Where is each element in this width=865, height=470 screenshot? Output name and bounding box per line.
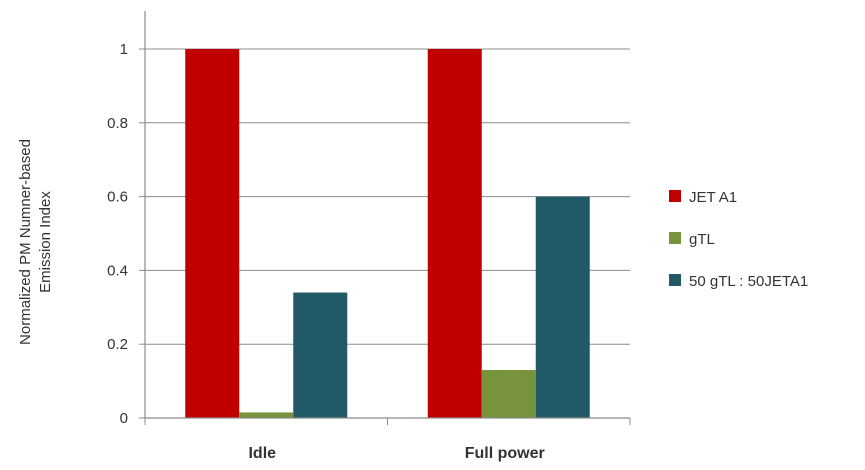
y-axis-title-line-1: Normalized PM Numner-based <box>17 139 34 345</box>
legend-swatch <box>669 190 681 202</box>
y-tick-label: 0 <box>120 410 128 427</box>
y-axis-title: Normalized PM Numner-based Emission Inde… <box>17 139 54 345</box>
y-tick-label: 0.8 <box>107 115 128 132</box>
legend-label: 50 gTL : 50JETA1 <box>689 273 808 290</box>
y-tick-label: 0.6 <box>107 189 128 206</box>
legend-swatch <box>669 274 681 286</box>
y-axis-title-line-2: Emission Index <box>37 191 54 293</box>
x-category-label: Full power <box>465 445 545 462</box>
x-category-labels: Idle Full power <box>248 445 544 462</box>
legend-label: gTL <box>689 231 715 248</box>
legend-swatch <box>669 232 681 244</box>
bar <box>481 370 536 418</box>
y-tick-label: 0.2 <box>107 336 128 353</box>
bar <box>185 49 240 418</box>
legend: JET A1 gTL 50 gTL : 50JETA1 <box>669 189 808 290</box>
bar <box>427 49 482 418</box>
axes <box>144 11 631 425</box>
y-tick-label: 1 <box>120 41 128 58</box>
y-tick-label: 0.4 <box>107 262 128 279</box>
bars <box>185 49 590 418</box>
bar <box>239 412 294 418</box>
y-tick-labels: 0 0.2 0.4 0.6 0.8 1 <box>107 41 128 427</box>
bar <box>293 292 348 418</box>
legend-label: JET A1 <box>689 189 737 206</box>
bar <box>535 196 590 418</box>
x-category-label: Idle <box>248 445 276 462</box>
